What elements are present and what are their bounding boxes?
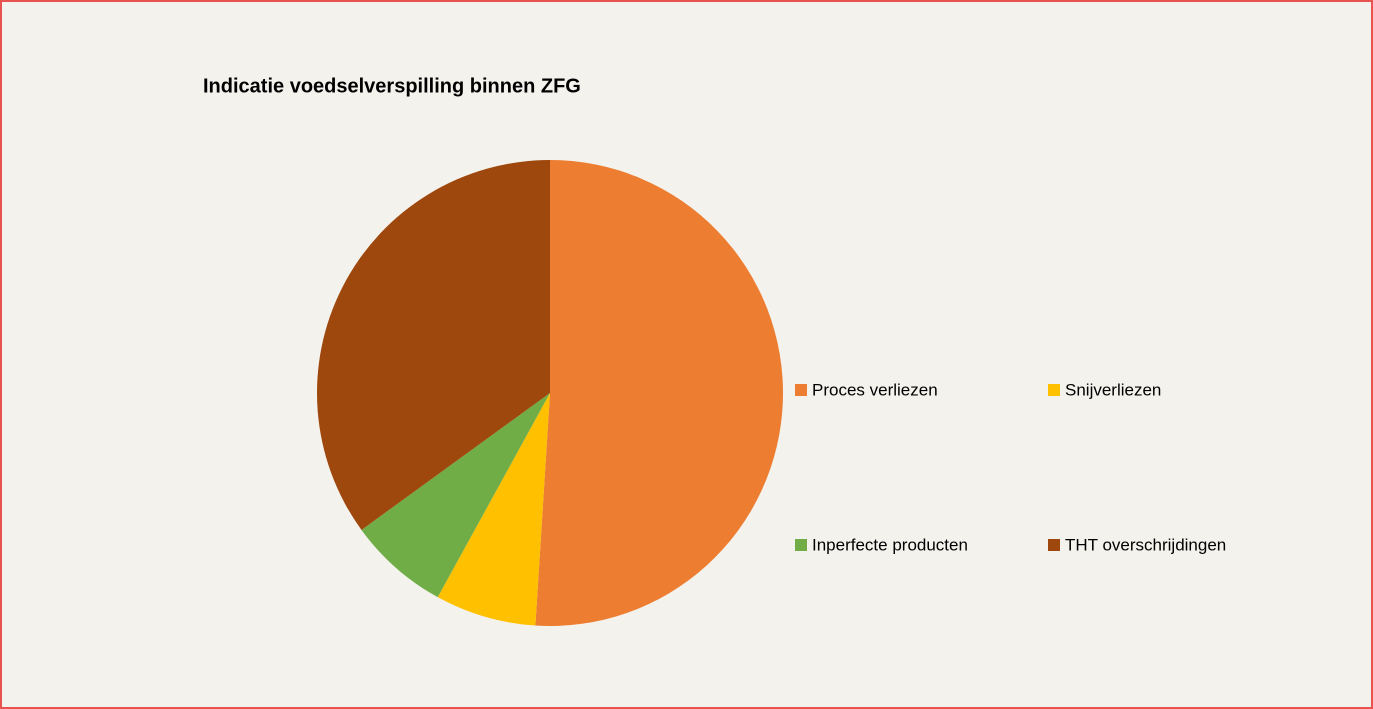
legend-label: Snijverliezen: [1065, 380, 1161, 399]
chart-title: Indicatie voedselverspilling binnen ZFG: [203, 75, 581, 97]
legend-swatch: [795, 384, 807, 396]
legend-swatch: [795, 539, 807, 551]
legend-label: Inperfecte producten: [812, 535, 968, 554]
pie-slice: [361, 393, 550, 598]
pie-slice: [317, 160, 550, 530]
legend-label: THT overschrijdingen: [1065, 535, 1226, 554]
legend-swatch: [1048, 539, 1060, 551]
legend-swatch: [1048, 384, 1060, 396]
pie-slice: [535, 159, 784, 626]
legend-label: Proces verliezen: [812, 380, 938, 399]
pie-slice: [437, 393, 550, 626]
